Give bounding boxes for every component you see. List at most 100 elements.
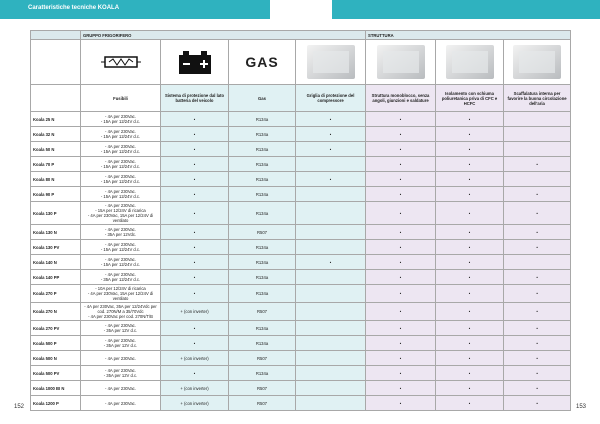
- cell: [294, 395, 367, 411]
- cell: [30, 39, 81, 85]
- cell: •: [435, 111, 505, 127]
- cell: + (con inverter): [160, 302, 229, 321]
- cell: •: [435, 335, 505, 351]
- cell: [294, 380, 367, 396]
- cell: •: [503, 156, 572, 172]
- cell: R134a: [228, 335, 296, 351]
- header-title: Caratteristiche tecniche KOALA: [28, 5, 120, 11]
- cell: [503, 141, 572, 157]
- icon-cell: [80, 39, 161, 85]
- cell: •: [365, 302, 437, 321]
- cell: [503, 171, 572, 187]
- cell: [30, 84, 81, 112]
- cell: •: [435, 126, 505, 142]
- row: Koala 25 N- 4A per 230Vac. - 15A per 12/…: [30, 111, 572, 127]
- cell: - 4A per 230Vac.: [80, 350, 161, 366]
- product-photo: [503, 39, 572, 85]
- cell: R507: [228, 350, 296, 366]
- model-name: Koala 270 PV: [30, 320, 81, 336]
- cell: •: [294, 126, 367, 142]
- row: Koala 500 P- 4A per 230Vac. - 35A per 12…: [30, 335, 572, 351]
- cell: •: [435, 171, 505, 187]
- cell: •: [160, 171, 229, 187]
- model-name: Koala 500 PV: [30, 365, 81, 381]
- header-bar-right: [332, 0, 600, 19]
- cell: •: [503, 335, 572, 351]
- row: Fusibili Sistema di protezione dal lato b…: [30, 84, 572, 112]
- row: Koala 270 P- 10A per 12/24V di ricarica …: [30, 284, 572, 303]
- cell: - 4A per 230Vac.: [80, 380, 161, 396]
- model-name: Koala 25 N: [30, 111, 81, 127]
- row: Koala 130 P- 4A per 230Vac. - 15A per 12…: [30, 201, 572, 225]
- cell: •: [435, 239, 505, 255]
- column-header: Struttura monoblocco, senza angoli, giun…: [365, 84, 437, 112]
- cell: •: [503, 302, 572, 321]
- cell: [294, 186, 367, 202]
- cell: [294, 302, 367, 321]
- cell: [294, 224, 367, 240]
- column-header: Griglia di protezione del compressore: [294, 84, 367, 112]
- cell: - 4A per 230Vac. - 35A per 12V d.c.: [80, 335, 161, 351]
- cell: •: [365, 350, 437, 366]
- model-name: Koala 70 P: [30, 156, 81, 172]
- column-header: Fusibili: [80, 84, 161, 112]
- cell: •: [365, 224, 437, 240]
- model-name: Koala 130 PV: [30, 239, 81, 255]
- cell: R134a: [228, 141, 296, 157]
- cell: R134a: [228, 126, 296, 142]
- cell: •: [365, 156, 437, 172]
- cell: •: [503, 395, 572, 411]
- row: Koala 130 PV - 4A per 230Vac. - 15A per 1…: [30, 239, 572, 255]
- model-name: Koala 80 N: [30, 171, 81, 187]
- cell: •: [503, 284, 572, 303]
- cell: R134a: [228, 171, 296, 187]
- cell: •: [503, 365, 572, 381]
- cell: - 4A per 230Vac. - 15A per 12/24V d.c.: [80, 156, 161, 172]
- cell: [294, 156, 367, 172]
- cell: •: [365, 141, 437, 157]
- cell: •: [365, 365, 437, 381]
- cell: •: [365, 395, 437, 411]
- cell: - 4A per 230Vac. - 15A per 12/24V d.c.: [80, 111, 161, 127]
- cell: [503, 254, 572, 270]
- cell: •: [503, 350, 572, 366]
- model-name: Koala 130 P: [30, 201, 81, 225]
- cell: •: [160, 239, 229, 255]
- cell: •: [503, 239, 572, 255]
- cell: - 4A per 230Vac. - 15A per 12/24V d.c.: [80, 186, 161, 202]
- model-name: Koala 1000 BI N: [30, 380, 81, 396]
- model-name: Koala 1200 P: [30, 395, 81, 411]
- cell: - 4A per 230Vac. - 15A per 12/24V di ric…: [80, 201, 161, 225]
- cell: •: [503, 186, 572, 202]
- cell: + (con inverter): [160, 380, 229, 396]
- cell: - 10A per 12/24V di ricarica - 4A per 23…: [80, 284, 161, 303]
- cell: •: [435, 395, 505, 411]
- cell: •: [160, 126, 229, 142]
- spec-table: GRUPPO FRIGORIFERO STRUTTURA GAS Fusibili Si…: [30, 30, 572, 411]
- cell: [294, 350, 367, 366]
- cell: R507: [228, 224, 296, 240]
- column-header: Scaffalatura interna per favorire la buo…: [503, 84, 572, 112]
- column-header: Gas: [228, 84, 296, 112]
- cell: •: [365, 254, 437, 270]
- cell: •: [503, 224, 572, 240]
- model-name: Koala 50 N: [30, 141, 81, 157]
- cell: •: [365, 335, 437, 351]
- cell: •: [435, 269, 505, 285]
- row: Koala 1000 BI N- 4A per 230Vac. + (con in…: [30, 380, 572, 396]
- cell: •: [365, 111, 437, 127]
- cell: •: [160, 224, 229, 240]
- cell: - 4A per 230Vac. - 15A per 12/24V d.c.: [80, 141, 161, 157]
- product-photo: [435, 39, 505, 85]
- cell: •: [435, 224, 505, 240]
- header-bar: Caratteristiche tecniche KOALA: [0, 0, 270, 19]
- column-header: Sistema di protezione dal lato batteria …: [160, 84, 229, 112]
- cell: - 4A per 230Vac. - 15A per 12/24V d.c.: [80, 126, 161, 142]
- model-name: Koala 500 N: [30, 350, 81, 366]
- cell: •: [160, 111, 229, 127]
- model-name: Koala 270 P: [30, 284, 81, 303]
- cell: •: [365, 380, 437, 396]
- model-name: Koala 32 N: [30, 126, 81, 142]
- cell: •: [435, 365, 505, 381]
- cell: R134a: [228, 365, 296, 381]
